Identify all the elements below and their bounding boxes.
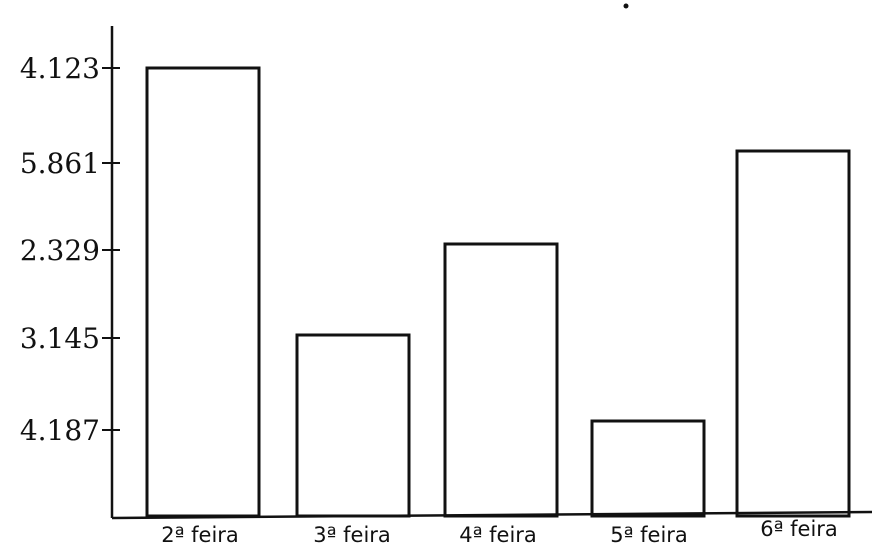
x-category-label: 5ª feira <box>610 523 688 544</box>
bar-5-feira <box>590 419 706 518</box>
axes-layer <box>110 26 873 520</box>
stray-dot-mark <box>623 3 629 9</box>
bar-6-feira <box>735 149 851 518</box>
bars-layer <box>145 66 851 518</box>
y-ticks-layer: 4.123 5.861 2.329 3.145 4.187 <box>20 52 120 447</box>
x-category-label: 4ª feira <box>459 523 537 544</box>
y-tick-label: 4.187 <box>20 414 100 447</box>
y-tick-label: 4.123 <box>20 52 100 85</box>
bar-2-feira <box>145 66 261 518</box>
x-category-label: 6ª feira <box>760 517 838 541</box>
x-labels-layer: 2ª feira 3ª feira 4ª feira 5ª feira 6ª feira <box>161 517 838 544</box>
bar-4-feira <box>443 242 559 518</box>
y-tick-label: 5.861 <box>20 147 100 180</box>
x-category-label: 2ª feira <box>161 523 239 544</box>
x-axis-line <box>111 510 873 520</box>
y-tick-label: 2.329 <box>20 234 100 267</box>
y-tick-label: 3.145 <box>20 322 100 355</box>
x-category-label: 3ª feira <box>313 523 391 544</box>
bar-3-feira <box>295 333 411 518</box>
